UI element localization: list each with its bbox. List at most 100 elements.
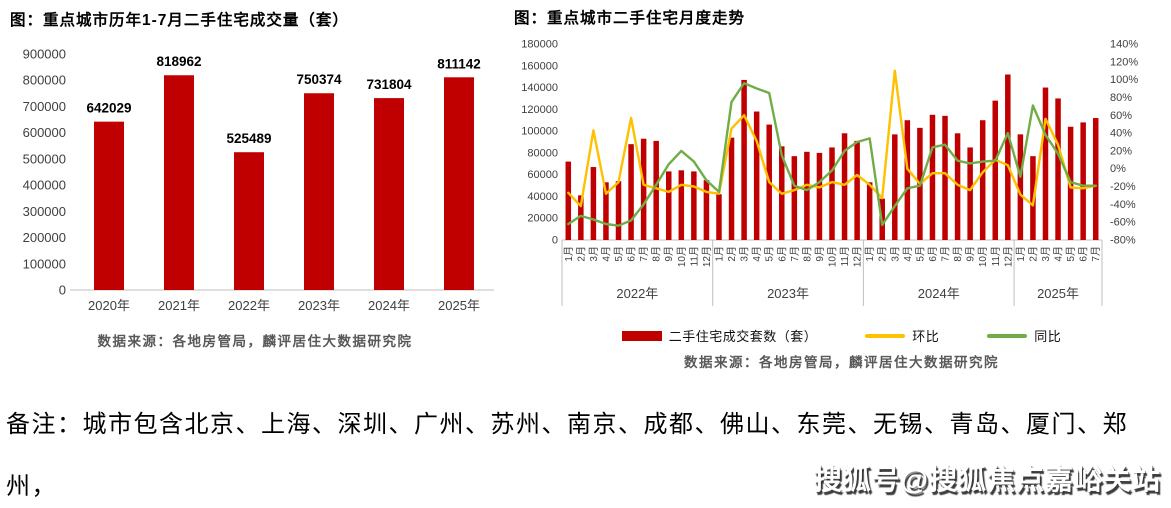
left-y-tick-label: 20000 <box>527 213 558 225</box>
month-tick-label: 3月 <box>889 246 901 262</box>
y-tick-label: 0 <box>59 283 66 298</box>
annual-bar-chart: 0 100000 200000 300000 400000 500000 600000 700… <box>23 47 494 313</box>
annual-chart-title: 图：重点城市历年1-7月二手住宅成交量（套） <box>10 12 349 29</box>
month-tick-label: 5月 <box>914 246 926 262</box>
bar <box>234 152 264 290</box>
month-tick-label: 12月 <box>852 246 864 267</box>
month-tick-label: 12月 <box>701 246 713 267</box>
right-y-tick-label: 100% <box>1110 74 1138 86</box>
left-y-tick-label: 140000 <box>521 82 558 94</box>
year-tick-label: 2023年 <box>767 286 809 301</box>
volume-bar <box>640 138 647 240</box>
legend-item-mom: 环比 <box>865 326 939 345</box>
year-tick-label: 2024年 <box>918 286 960 301</box>
bar-value-label: 811142 <box>437 56 481 71</box>
y-tick-label: 600000 <box>23 125 66 140</box>
volume-bar <box>892 134 898 240</box>
month-tick-label: 6月 <box>927 246 939 262</box>
note-text: 备注：城市包含北京、上海、深圳、广州、苏州、南京、成都、佛山、东莞、无锡、青岛、… <box>6 394 1168 508</box>
month-tick-label: 6月 <box>626 246 638 262</box>
month-tick-label: 8月 <box>952 246 964 262</box>
bar-value-label: 642029 <box>86 101 131 116</box>
x-tick-label: 2023年 <box>298 298 340 313</box>
month-tick-label: 4月 <box>1053 246 1065 262</box>
month-tick-label: 1月 <box>563 246 575 262</box>
right-y-tick-label: 40% <box>1110 128 1132 140</box>
y-tick-label: 800000 <box>23 73 66 88</box>
volume-bar <box>854 140 860 240</box>
month-tick-label: 11月 <box>688 246 700 266</box>
volume-bar <box>829 147 835 240</box>
left-y-tick-label: 120000 <box>521 104 558 116</box>
volume-bar <box>954 133 961 240</box>
legend-item-volume: 二手住宅成交套数（套） <box>621 326 818 345</box>
left-y-tick-label: 40000 <box>527 191 558 203</box>
y-tick-label: 300000 <box>23 204 66 219</box>
right-y-tick-label: -20% <box>1110 181 1136 193</box>
volume-bar <box>1080 122 1086 240</box>
annual-chart-section: 图：重点城市历年1-7月二手住宅成交量（套） 0 100000 200000 3000… <box>8 8 502 350</box>
y-tick-label: 400000 <box>23 178 66 193</box>
bar <box>164 75 194 290</box>
month-tick-label: 6月 <box>776 246 788 262</box>
y-tick-label: 500000 <box>23 151 66 166</box>
legend-label-volume: 二手住宅成交套数（套） <box>668 329 818 344</box>
volume-bar <box>979 120 986 240</box>
month-tick-label: 3月 <box>739 246 751 262</box>
volume-bar <box>628 144 634 240</box>
month-tick-label: 7月 <box>638 246 650 262</box>
left-y-tick-label: 60000 <box>527 169 558 181</box>
bar-value-label: 818962 <box>156 54 201 69</box>
volume-bar <box>741 79 747 240</box>
month-tick-label: 5月 <box>764 246 776 262</box>
y-tick-label: 100000 <box>23 256 66 271</box>
watermark: 搜狐号@搜狐焦点嘉峪关站 <box>813 464 1161 495</box>
volume-bar <box>992 100 999 240</box>
right-y-tick-label: 0% <box>1110 163 1126 175</box>
volume-bar <box>866 182 873 240</box>
monthly-chart-title: 图：重点城市二手住宅月度走势 <box>514 10 746 27</box>
right-y-tick-label: -40% <box>1110 199 1136 211</box>
month-tick-label: 10月 <box>676 246 688 267</box>
volume-bar <box>804 151 810 240</box>
volume-bar <box>791 156 798 240</box>
left-y-tick-label: 0 <box>552 235 558 247</box>
month-tick-label: 7月 <box>940 246 952 262</box>
volume-bar <box>1055 98 1061 240</box>
month-tick-label: 9月 <box>965 246 977 262</box>
month-tick-label: 11月 <box>839 246 851 266</box>
right-y-tick-label: 20% <box>1110 145 1132 157</box>
right-y-tick-label: 140% <box>1110 39 1138 51</box>
bar-value-label: 750374 <box>296 72 342 87</box>
volume-bar <box>653 140 659 240</box>
bar <box>304 93 334 290</box>
x-tick-label: 2025年 <box>438 298 480 313</box>
month-tick-label: 8月 <box>801 246 813 262</box>
left-y-tick-label: 100000 <box>521 126 558 138</box>
right-y-tick-label: 120% <box>1110 56 1138 68</box>
yoy-line-swatch <box>987 333 1028 338</box>
volume-bar <box>578 195 584 240</box>
month-tick-label: 10月 <box>827 246 839 267</box>
month-tick-label: 9月 <box>814 246 826 262</box>
volume-bar <box>728 137 735 240</box>
volume-bar <box>841 133 848 240</box>
left-y-tick-label: 180000 <box>521 39 558 51</box>
volume-bar <box>615 181 622 240</box>
bar <box>94 121 124 291</box>
volume-bar <box>967 147 973 240</box>
month-tick-label: 1月 <box>1015 246 1027 262</box>
bar-value-label: 731804 <box>366 77 412 92</box>
monthly-chart-source: 数据来源：各地房管局，麟评居住大数据研究院 <box>684 355 999 370</box>
month-tick-label: 5月 <box>613 246 625 262</box>
volume-bar <box>603 182 609 240</box>
y-tick-label: 900000 <box>23 47 66 62</box>
month-tick-label: 2月 <box>575 246 587 262</box>
volume-bar <box>929 114 936 240</box>
volume-bar-swatch <box>621 330 662 341</box>
note-line-1: 备注：城市包含北京、上海、深圳、广州、苏州、南京、成都、佛山、东莞、无锡、青岛、… <box>6 412 1128 500</box>
right-y-tick-label: -60% <box>1110 217 1136 229</box>
volume-bar <box>590 167 597 240</box>
volume-bar <box>1005 74 1011 240</box>
